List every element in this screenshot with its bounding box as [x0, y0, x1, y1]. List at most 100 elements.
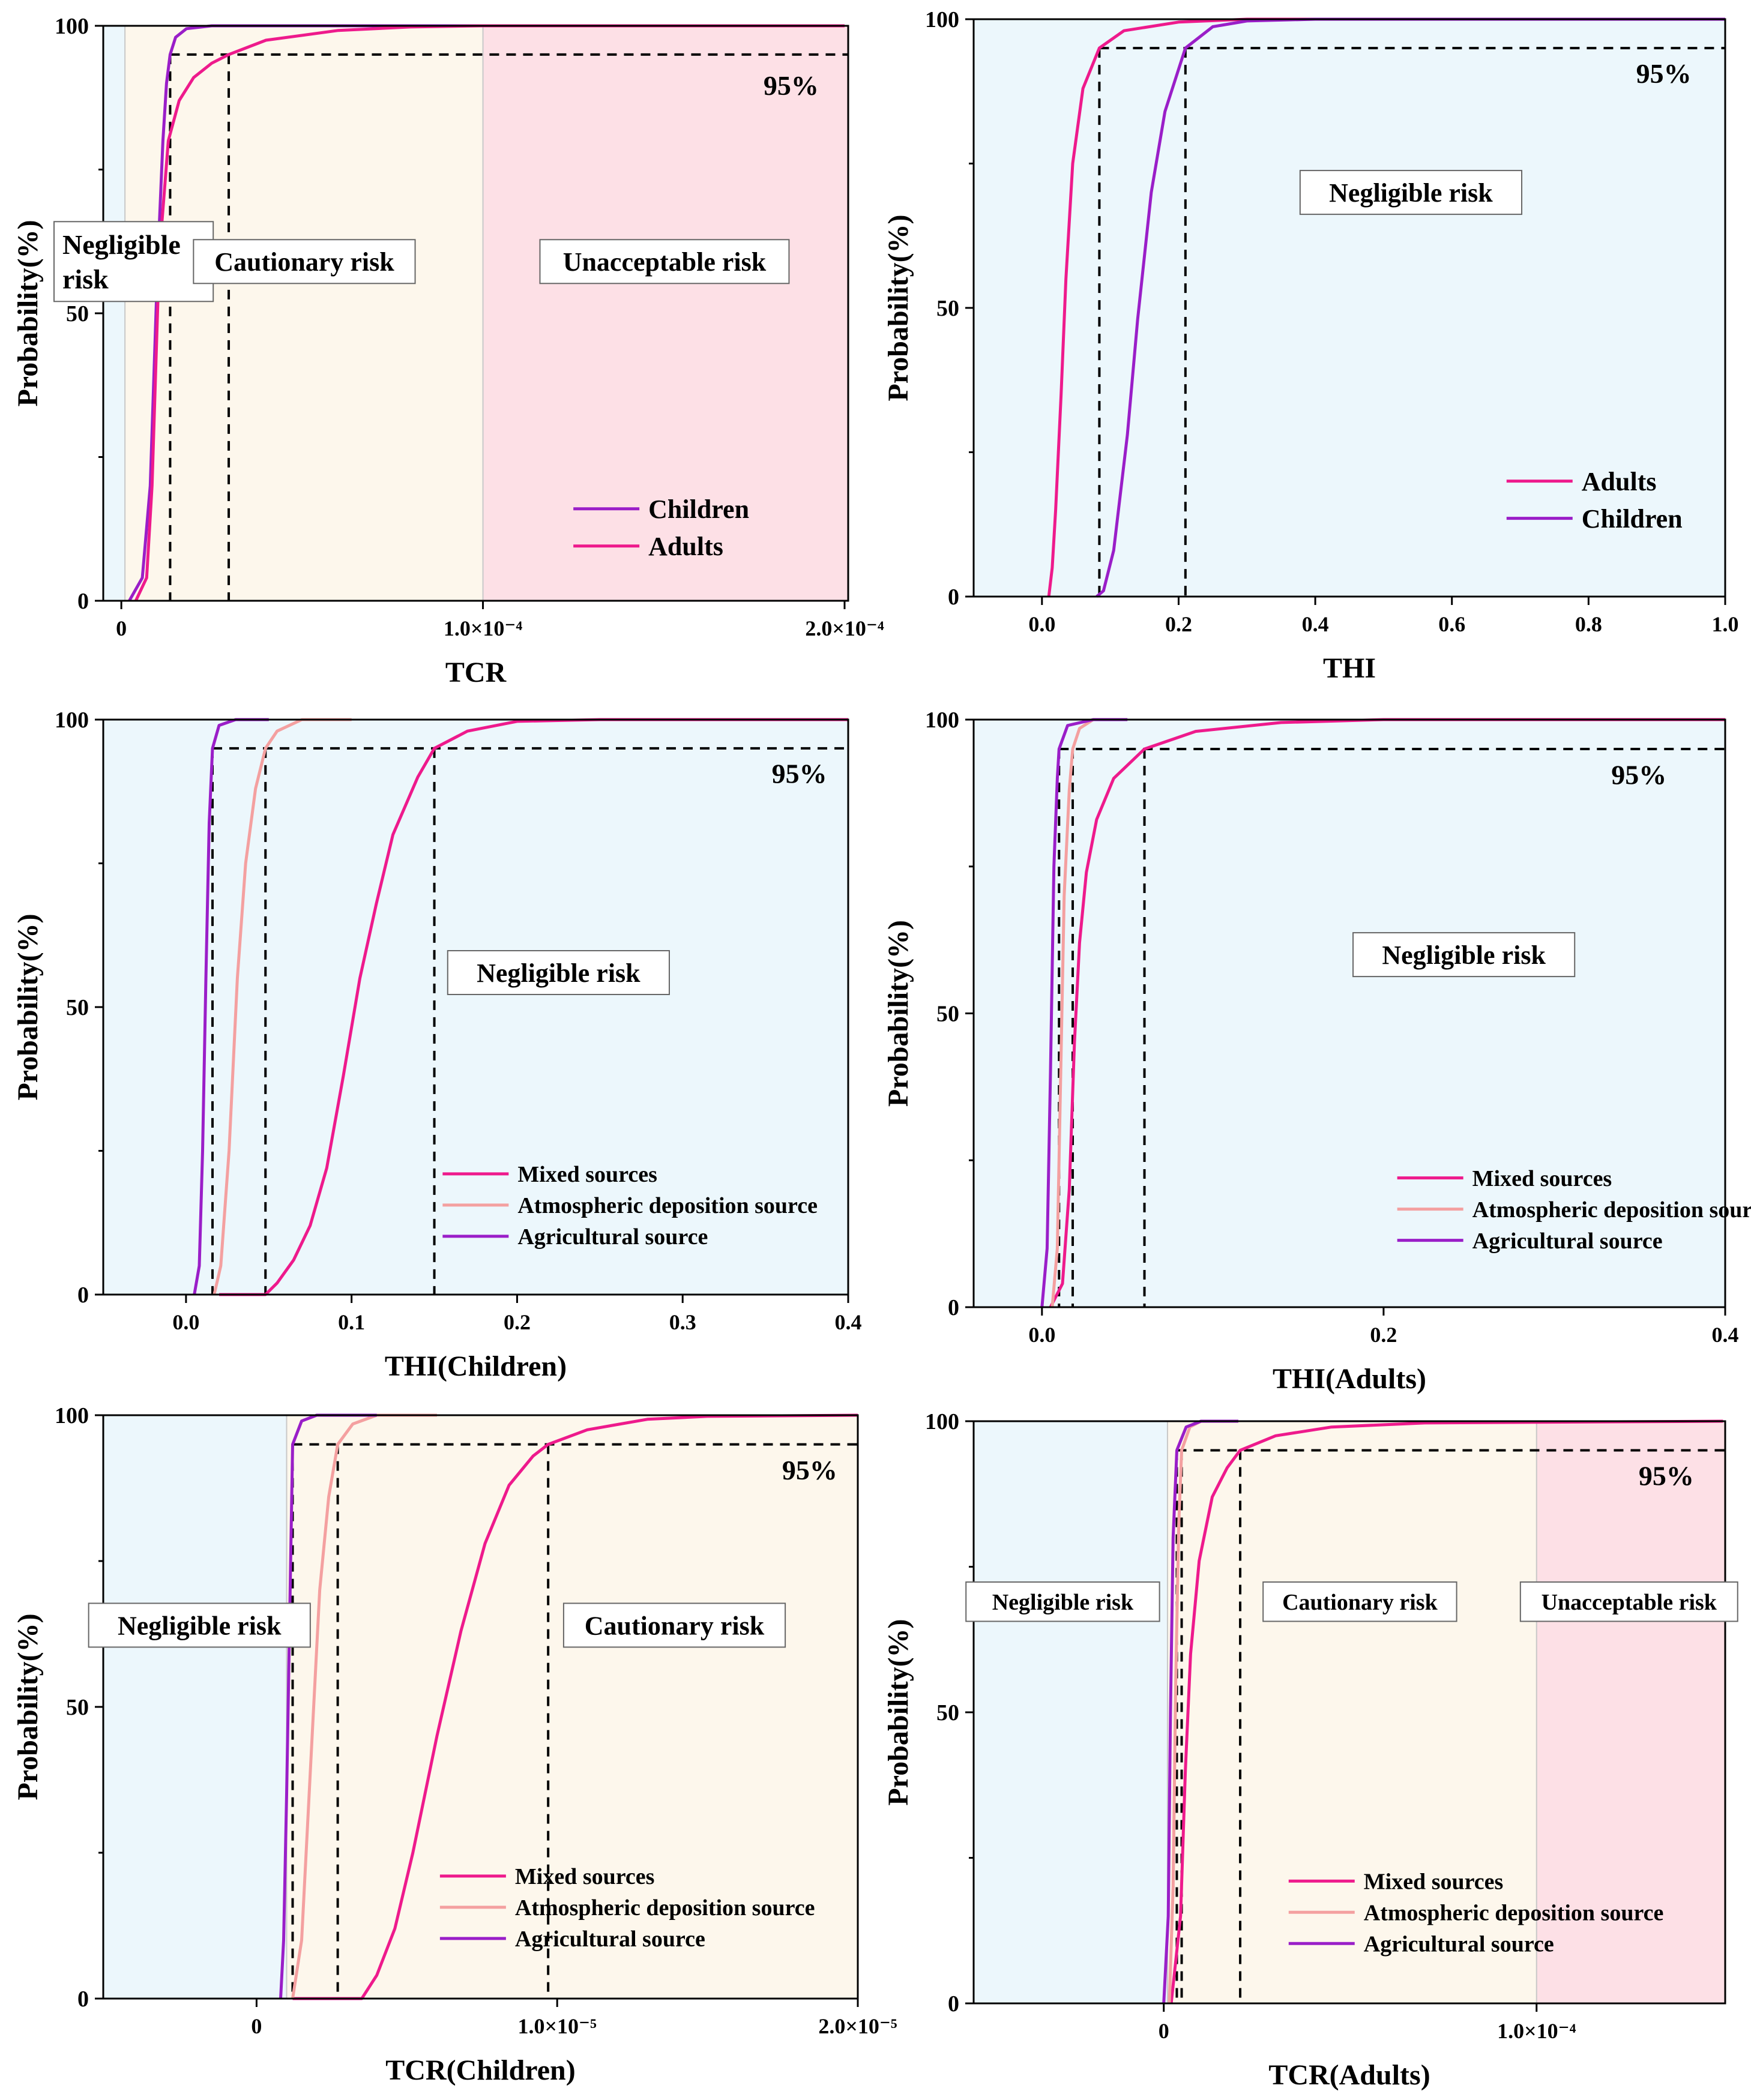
x-tick-label: 0.4: [835, 1310, 862, 1334]
zone-label: Unacceptable risk: [563, 247, 767, 277]
x-tick-label: 0.2: [1370, 1323, 1397, 1347]
x-tick-label: 0.6: [1438, 612, 1465, 636]
y-axis-label: Probability(%): [12, 220, 44, 406]
y-tick-label: 50: [66, 995, 89, 1020]
threshold-label: 95%: [782, 1455, 837, 1485]
y-tick-label: 50: [66, 301, 89, 326]
x-axis-label: THI(Children): [385, 1350, 567, 1382]
x-tick-label: 0.0: [1028, 1323, 1055, 1347]
x-tick-label: 0: [116, 616, 127, 640]
y-tick-label: 100: [55, 1403, 89, 1428]
legend-label: Mixed sources: [1364, 1870, 1504, 1895]
y-axis-label: Probability(%): [12, 1613, 44, 1800]
series-line-children: [1096, 17, 1725, 598]
risk-zone-unacceptable: [1536, 1421, 1725, 2003]
legend-label: Atmospheric deposition source: [517, 1193, 818, 1218]
x-tick-label: 1.0: [1712, 612, 1739, 636]
series-line-children: [128, 24, 845, 602]
zone-label: Negligible risk: [1382, 940, 1546, 970]
x-tick-label: 0.8: [1575, 612, 1602, 636]
legend-label: Mixed sources: [515, 1864, 655, 1889]
series-line-agricultural-source: [193, 718, 269, 1295]
legend-label: Agricultural source: [517, 1224, 708, 1250]
x-tick-label: 1.0×10⁻⁴: [1497, 2019, 1576, 2043]
legend-label: Mixed sources: [517, 1162, 657, 1187]
risk-zone-negligible: [974, 1421, 1168, 2003]
series-line-agricultural-source: [279, 1413, 377, 1999]
x-tick-label: 0.4: [1712, 1323, 1739, 1347]
series-line-atmospheric-deposition-source: [1050, 718, 1128, 1308]
y-tick-label: 100: [925, 708, 959, 733]
risk-zone-cautionary: [125, 26, 483, 601]
risk-zone-cautionary: [286, 1415, 858, 1999]
x-tick-label: 2.0×10⁻⁵: [818, 2014, 897, 2038]
zone-label: Cautionary risk: [214, 247, 394, 277]
series-line-mixed-sources: [1049, 718, 1725, 1308]
threshold-label: 95%: [1611, 760, 1666, 790]
risk-zone-negligible: [103, 1415, 287, 1999]
zone-label: Cautionary risk: [585, 1611, 765, 1640]
zone-label-box: [447, 950, 670, 996]
zone-label: Cautionary risk: [1282, 1590, 1438, 1615]
y-axis-label: Probability(%): [882, 1619, 914, 1805]
y-tick-label: 100: [55, 14, 89, 39]
y-tick-label: 50: [936, 1002, 959, 1027]
x-tick-label: 0.4: [1302, 612, 1329, 636]
y-tick-label: 0: [77, 1987, 89, 2012]
y-tick-label: 100: [55, 708, 89, 733]
chart-panel-6: 95% Negligible risk Cautionary risk Unaccep…: [882, 1409, 1738, 2091]
legend-label: Agricultural source: [1364, 1932, 1554, 1957]
x-axis-label: THI: [1323, 652, 1376, 684]
y-tick-label: 0: [948, 1295, 959, 1320]
series-line-mixed-sources: [1169, 1419, 1723, 2004]
x-tick-label: 0.3: [669, 1310, 696, 1334]
x-tick-label: 1.0×10⁻⁵: [518, 2014, 597, 2038]
zone-label-box: [1352, 932, 1576, 978]
legend-label: Agricultural source: [515, 1927, 705, 1952]
x-axis-label: TCR(Adults): [1268, 2059, 1430, 2091]
zone-label-box: [539, 239, 790, 284]
legend-label: Children: [648, 495, 749, 524]
threshold-label: 95%: [772, 758, 827, 789]
zone-label-box: [562, 1602, 786, 1648]
legend-label: Adults: [1582, 467, 1657, 496]
chart-panel-1: 95% Negligible risk Cautionary risk Unaccept…: [12, 14, 884, 688]
y-tick-label: 0: [948, 585, 959, 610]
y-tick-label: 100: [925, 1409, 959, 1434]
series-line-agricultural-source: [1040, 718, 1128, 1308]
risk-zone-negligible: [103, 720, 848, 1295]
y-tick-label: 0: [948, 1991, 959, 2017]
x-tick-label: 2.0×10⁻⁴: [805, 616, 884, 640]
risk-zone-cautionary: [1167, 1421, 1537, 2003]
series-line-mixed-sources: [292, 1413, 858, 2000]
x-tick-label: 0: [251, 2014, 262, 2038]
legend-label: Mixed sources: [1472, 1166, 1612, 1191]
x-axis-label: TCR(Children): [385, 2054, 575, 2086]
y-axis-label: Probability(%): [12, 913, 44, 1100]
y-axis-label: Probability(%): [882, 920, 914, 1107]
x-tick-label: 1.0×10⁻⁴: [444, 616, 523, 640]
zone-label-box: [1299, 170, 1523, 215]
chart-panel-4: 95% Negligible risk Mixed sources Atmospher…: [882, 708, 1751, 1395]
x-axis-label: THI(Adults): [1273, 1363, 1426, 1395]
legend-label: Children: [1582, 504, 1683, 534]
series-line-adults: [134, 24, 845, 602]
x-axis-label: TCR: [445, 657, 507, 688]
series-line-atmospheric-deposition-source: [291, 1413, 437, 1999]
x-tick-label: 0.2: [1165, 612, 1192, 636]
zone-label: Unacceptable risk: [1542, 1590, 1717, 1615]
zone-label-box: [965, 1581, 1160, 1622]
zone-label: risk: [62, 264, 109, 295]
zone-label-box: [53, 221, 214, 302]
y-axis-label: Probability(%): [882, 214, 914, 401]
zone-label: Negligible risk: [1329, 178, 1493, 208]
zone-label-box: [193, 239, 416, 284]
threshold-label: 95%: [1639, 1461, 1694, 1491]
zone-label-box: [88, 1602, 311, 1648]
y-tick-label: 0: [77, 589, 89, 614]
chart-panel-2: 95% Negligible risk Adults Children 0 50 100 0.…: [882, 7, 1739, 684]
y-tick-label: 100: [925, 7, 959, 32]
zone-label: Negligible: [62, 229, 181, 260]
chart-panel-5: 95% Negligible risk Cautionary risk Mixed s…: [12, 1403, 897, 2086]
